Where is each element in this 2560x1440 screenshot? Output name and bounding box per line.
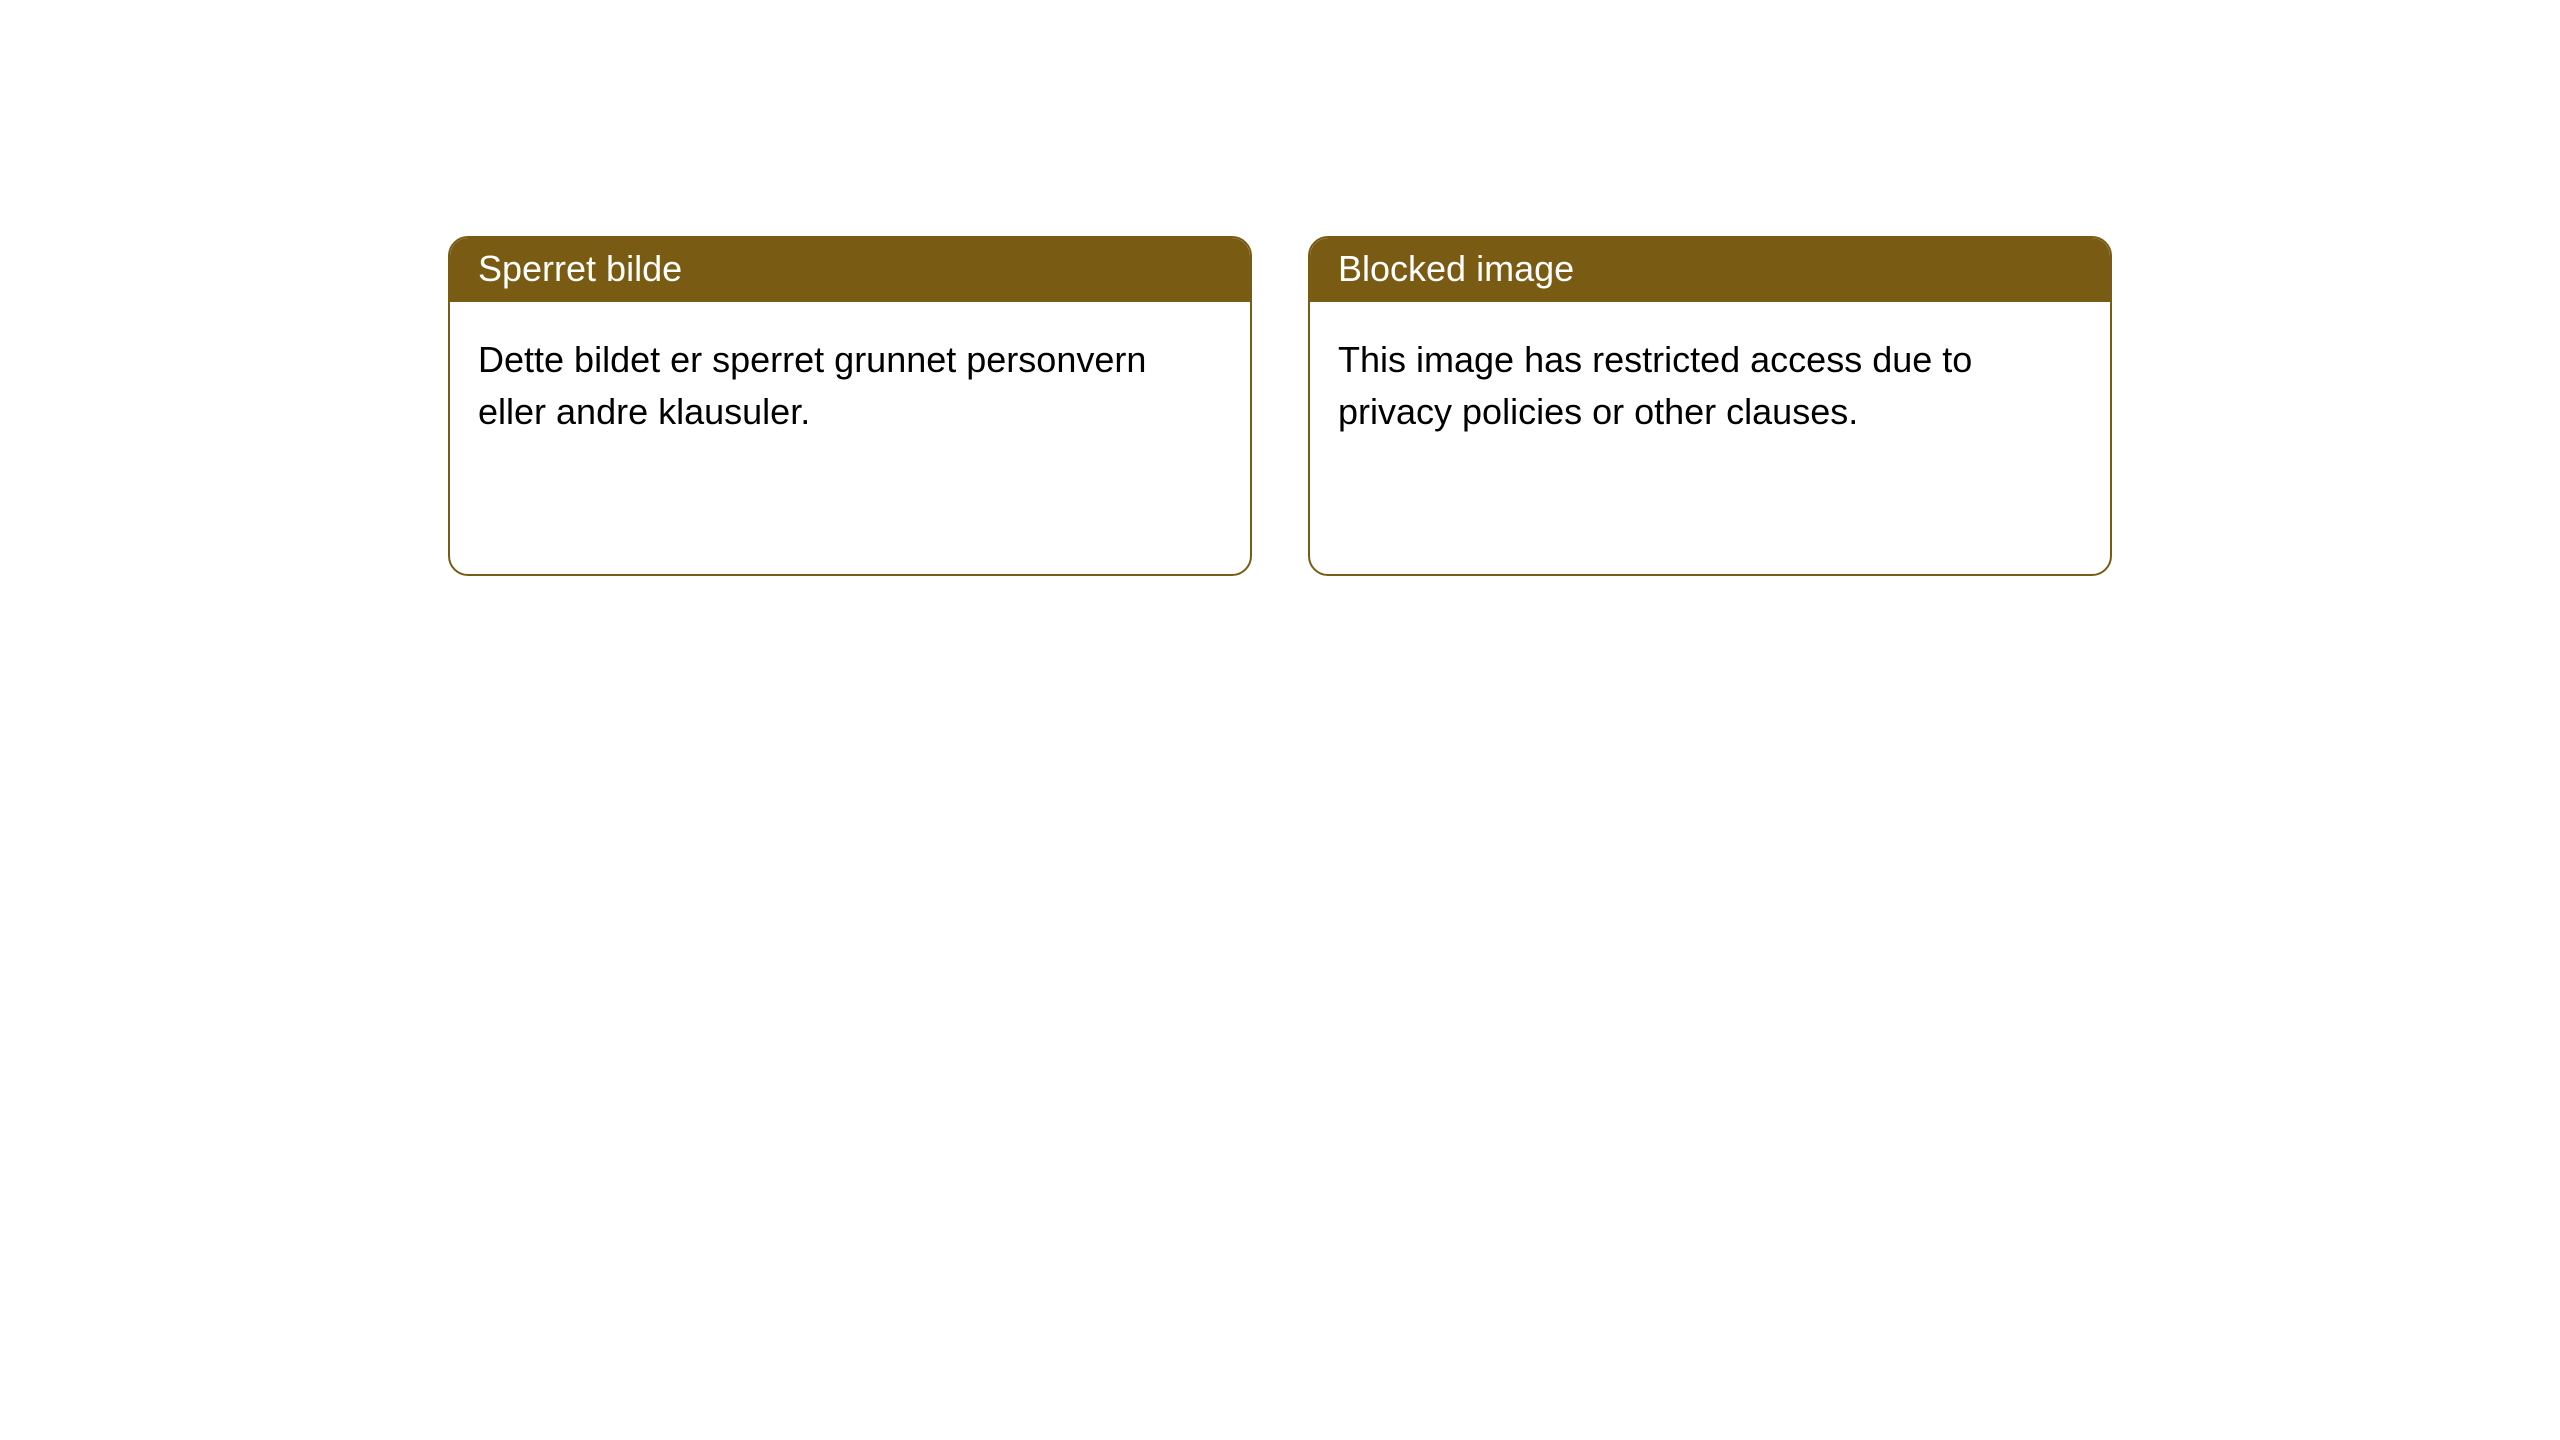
card-english: Blocked image This image has restricted … [1308,236,2112,576]
card-norwegian: Sperret bilde Dette bildet er sperret gr… [448,236,1252,576]
card-title: Blocked image [1338,248,2082,290]
blocked-image-cards: Sperret bilde Dette bildet er sperret gr… [448,236,2112,576]
card-header: Sperret bilde [450,238,1250,302]
card-text: Dette bildet er sperret grunnet personve… [478,334,1222,438]
card-title: Sperret bilde [478,248,1222,290]
card-text: This image has restricted access due to … [1338,334,2082,438]
card-body: This image has restricted access due to … [1310,302,2110,470]
card-header: Blocked image [1310,238,2110,302]
card-body: Dette bildet er sperret grunnet personve… [450,302,1250,470]
